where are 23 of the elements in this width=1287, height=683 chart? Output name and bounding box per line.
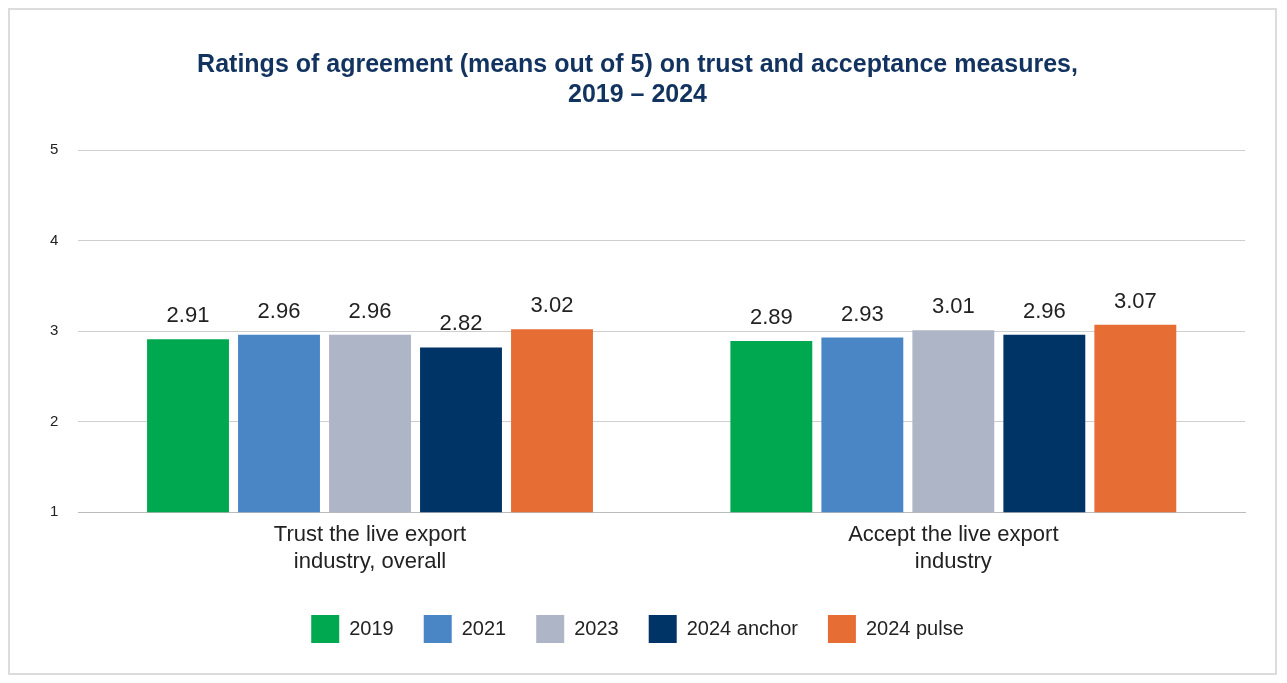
legend-label: 2023 [574, 616, 619, 639]
legend-label: 2019 [349, 616, 394, 639]
legend-label: 2024 anchor [686, 616, 799, 639]
chart-title: Ratings of agreement (means out of 5) on trust and acceptance measures, 2019 – 2024 [197, 48, 1078, 107]
y-tick-label: 2 [50, 411, 59, 429]
data-label: 2.89 [749, 304, 793, 330]
data-label: 2.96 [257, 297, 301, 323]
x-tick-label: Accept the live export industry [848, 521, 1059, 573]
data-label: 2.96 [1022, 297, 1066, 323]
data-label: 2.82 [439, 310, 483, 336]
data-label: 3.01 [931, 293, 975, 319]
data-label: 2.91 [166, 302, 210, 328]
data-label: 2.96 [348, 297, 392, 323]
y-tick-label: 1 [50, 502, 59, 520]
data-label: 3.02 [530, 292, 574, 318]
x-tick-label: Trust the live export industry, overall [273, 521, 467, 573]
y-tick-label: 3 [50, 321, 59, 339]
legend-label: 2024 pulse [865, 616, 964, 639]
data-label: 3.07 [1113, 287, 1157, 313]
y-tick-label: 4 [50, 230, 59, 248]
legend-label: 2021 [461, 616, 507, 639]
y-tick-label: 5 [50, 140, 59, 158]
data-label: 2.93 [840, 300, 884, 326]
